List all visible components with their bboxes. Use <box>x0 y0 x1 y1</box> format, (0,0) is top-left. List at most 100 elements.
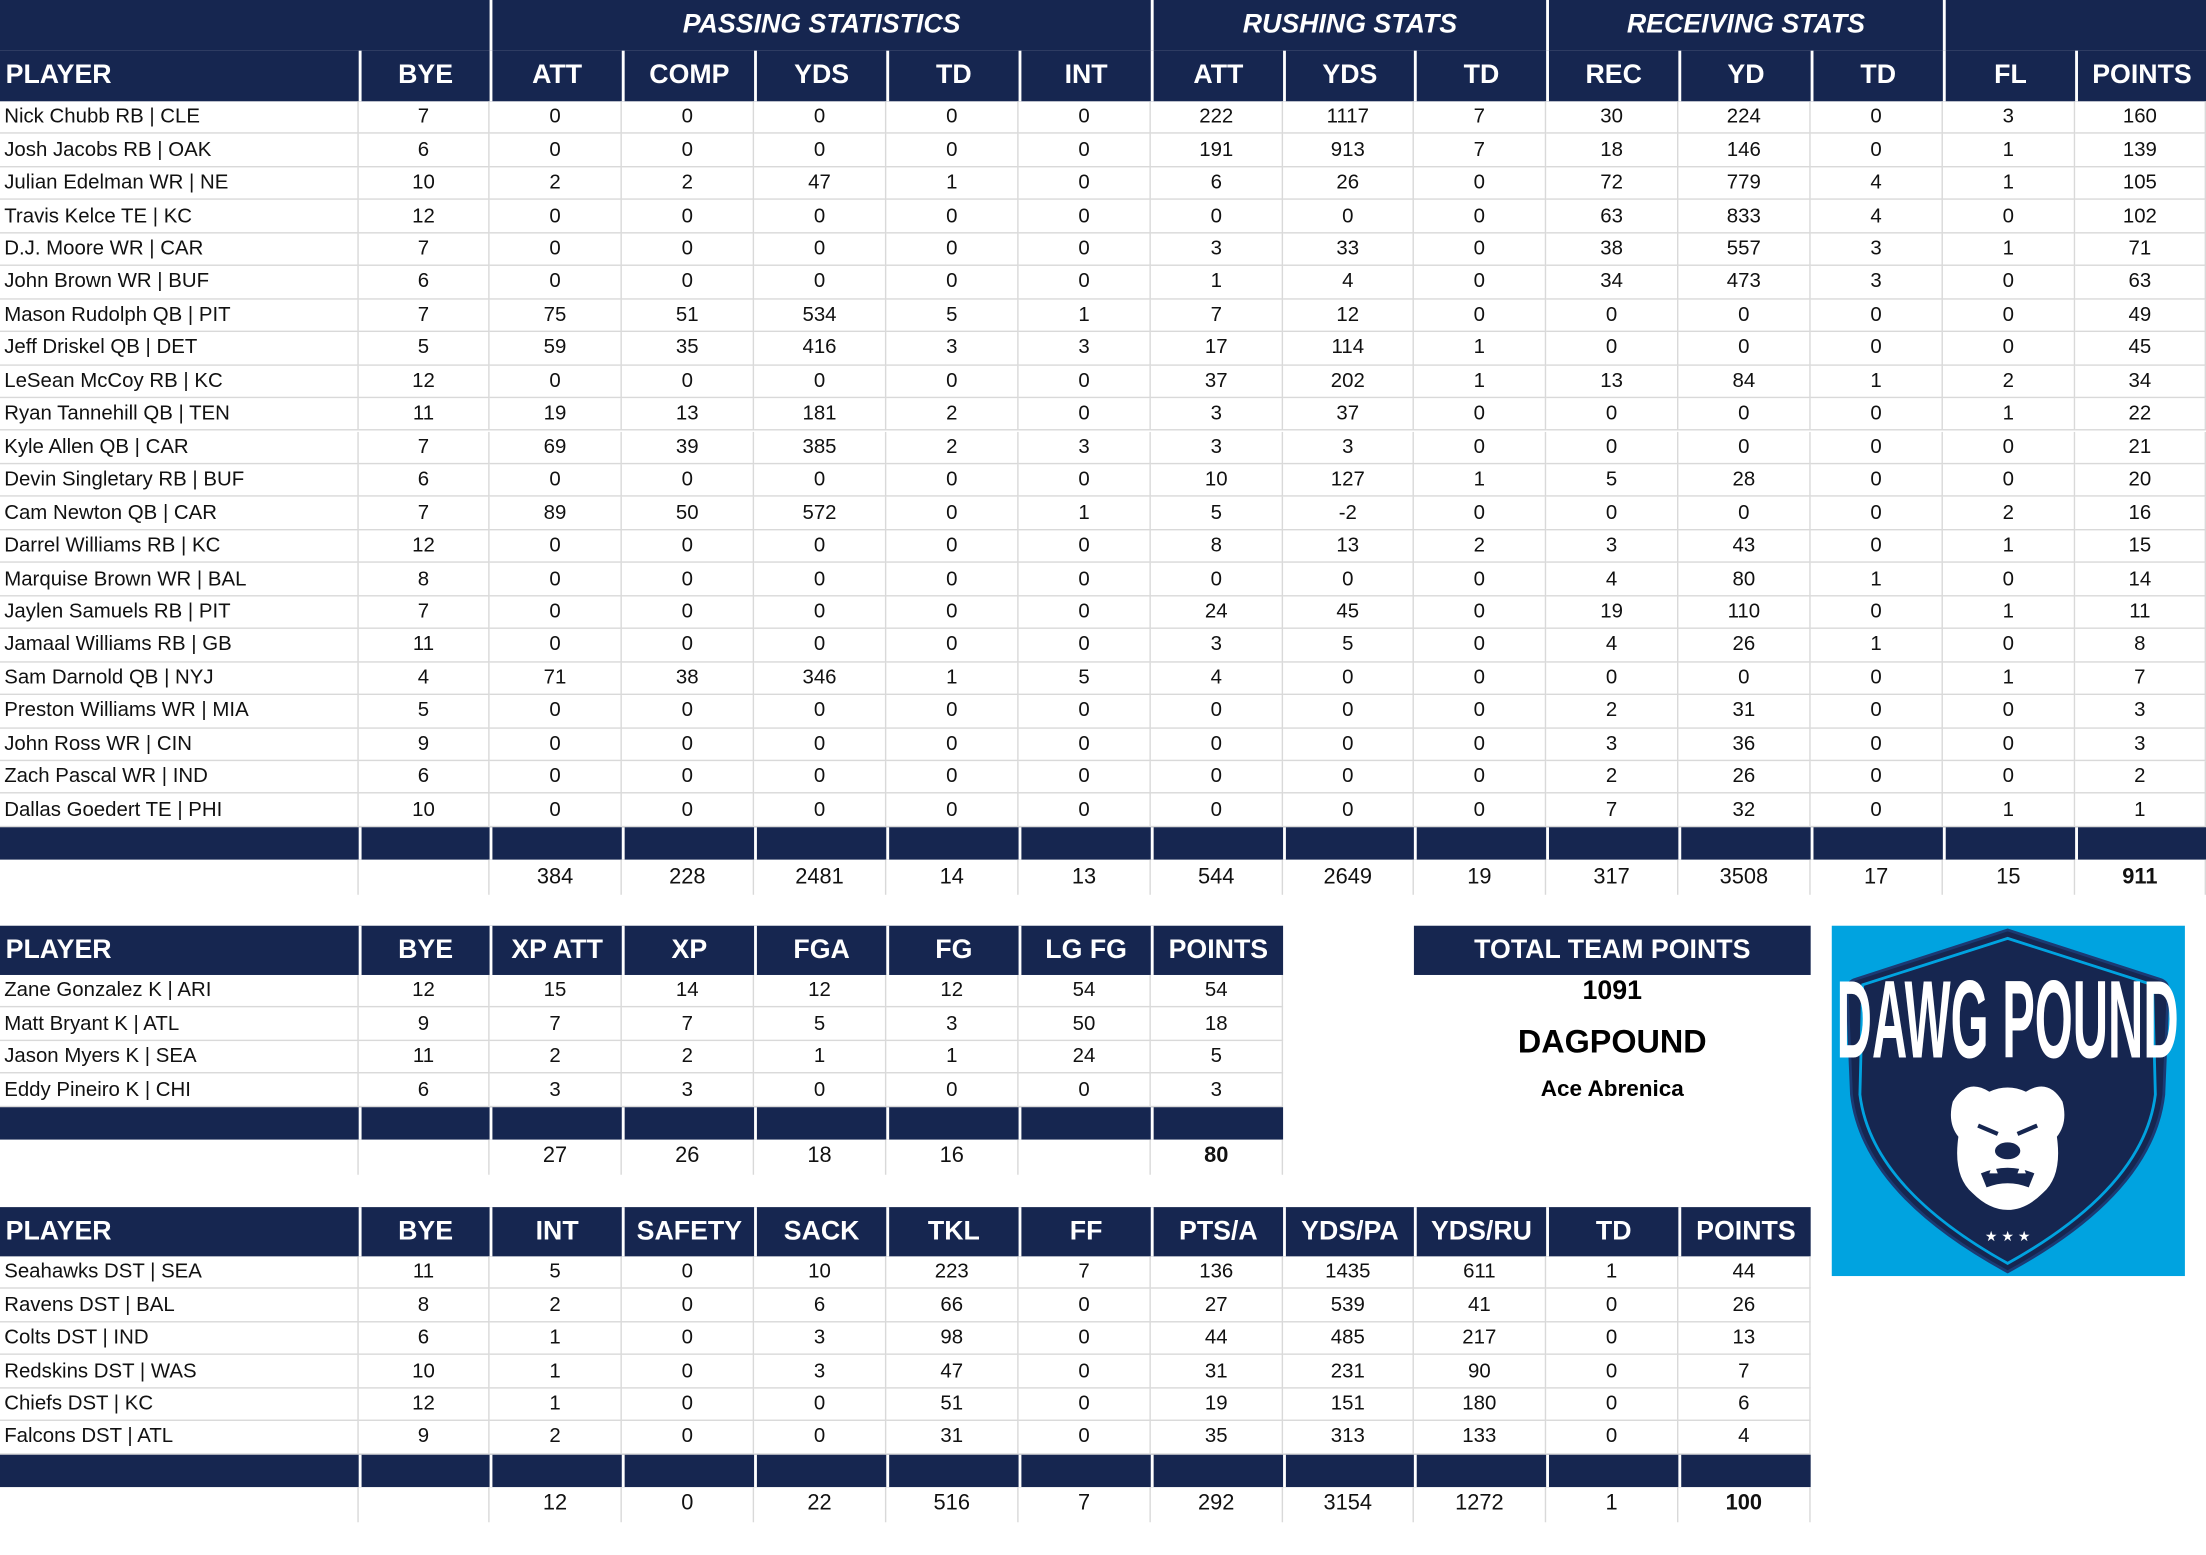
stat-cell-rec: 13 <box>1546 365 1679 399</box>
stat-cell-td: 0 <box>1810 596 1943 630</box>
separator-bar <box>886 1454 1019 1488</box>
stat-cell-td: 0 <box>886 695 1019 729</box>
stat-cell-pts-a: 27 <box>1150 1289 1284 1323</box>
separator-bar <box>1678 1454 1811 1488</box>
stat-cell-yd: 779 <box>1678 167 1811 201</box>
stat-cell-bye: 7 <box>358 101 490 135</box>
stat-cell-td: 0 <box>1810 299 1943 333</box>
stat-cell-fl: 1 <box>1942 530 2076 564</box>
stat-cell-pts-a: 136 <box>1150 1256 1284 1290</box>
stat-cell-yd: 0 <box>1678 299 1811 333</box>
stat-cell-td: 0 <box>1810 761 1943 795</box>
player-name-cell: Cam Newton QB | CAR <box>0 497 359 531</box>
stat-cell-att: 0 <box>489 794 622 828</box>
stat-cell-int: 2 <box>489 1421 622 1455</box>
player-name-cell: Dallas Goedert TE | PHI <box>0 794 359 828</box>
stat-cell-yds-ru: 90 <box>1413 1355 1547 1389</box>
stat-cell-bye: 6 <box>358 761 490 795</box>
stat-cell-points: 105 <box>2075 167 2206 201</box>
stat-cell-td: 0 <box>886 464 1019 498</box>
stat-cell-points: 20 <box>2075 464 2206 498</box>
stat-cell-bye: 11 <box>358 629 490 663</box>
stat-cell-fl: 0 <box>1942 695 2076 729</box>
stat-cell-bye: 10 <box>358 167 490 201</box>
separator-bar <box>358 1106 490 1140</box>
stat-cell-points: 2 <box>2075 761 2206 795</box>
column-header-points: POINTS <box>2075 50 2206 102</box>
stat-cell-att: 0 <box>489 200 622 234</box>
stat-cell-yds: 0 <box>1283 662 1414 696</box>
stat-cell-points: 71 <box>2075 233 2206 267</box>
stat-cell-yds: 346 <box>754 662 887 696</box>
stat-cell-yds: 13 <box>1283 530 1414 564</box>
stat-cell-yds: 0 <box>1283 728 1414 762</box>
group-header-passing: PASSING STATISTICS <box>489 0 1151 51</box>
separator-bar <box>1283 827 1414 861</box>
column-header-player: PLAYER <box>0 925 359 975</box>
stat-cell-tkl: 51 <box>886 1388 1019 1422</box>
separator-bar <box>489 1106 622 1140</box>
column-header-lg-fg: LG FG <box>1018 925 1151 975</box>
stat-cell-bye: 9 <box>358 1007 490 1041</box>
stat-cell-yds: 5 <box>1283 629 1414 663</box>
stat-cell-bye: 12 <box>358 530 490 564</box>
stat-cell-td: 1 <box>1810 629 1943 663</box>
stat-cell-sack: 10 <box>754 1256 887 1290</box>
stat-cell-points: 16 <box>2075 497 2206 531</box>
stat-cell-td: 0 <box>1413 596 1547 630</box>
stat-cell-bye: 11 <box>358 398 490 432</box>
stat-cell-bye: 6 <box>358 134 490 168</box>
player-name-cell: Jaylen Samuels RB | PIT <box>0 596 359 630</box>
stat-cell-yds: 12 <box>1283 299 1414 333</box>
column-header-bye: BYE <box>358 1207 490 1257</box>
stat-cell-int: 0 <box>1018 695 1151 729</box>
stat-cell-points: 7 <box>2075 662 2206 696</box>
column-header-fg: FG <box>886 925 1019 975</box>
stat-cell-int: 0 <box>1018 794 1151 828</box>
stat-cell-td: 2 <box>886 398 1019 432</box>
column-header-td: TD <box>1413 50 1547 102</box>
stat-cell-yds-pa: 485 <box>1283 1322 1414 1356</box>
stat-cell-yd: 0 <box>1678 431 1811 465</box>
stat-cell-att: 71 <box>489 662 622 696</box>
stat-cell-fl: 3 <box>1942 101 2076 135</box>
stat-cell-td: 0 <box>1546 1421 1679 1455</box>
stat-cell-int: 0 <box>1018 266 1151 300</box>
stat-cell-fl: 1 <box>1942 233 2076 267</box>
stat-cell-int: 0 <box>1018 233 1151 267</box>
stat-cell-bye: 7 <box>358 431 490 465</box>
stat-cell-yd: 32 <box>1678 794 1811 828</box>
stat-cell-yds: 0 <box>754 563 887 597</box>
player-name-cell: Jason Myers K | SEA <box>0 1040 359 1074</box>
stat-cell-int: 0 <box>1018 596 1151 630</box>
stat-cell-fga: 0 <box>754 1073 887 1107</box>
stat-cell-td: 0 <box>1413 695 1547 729</box>
separator-bar <box>754 1106 887 1140</box>
total-cell-bye <box>359 1139 490 1175</box>
stat-cell-yds-ru: 41 <box>1413 1289 1547 1323</box>
stat-cell-rec: 3 <box>1546 530 1679 564</box>
stat-cell-ff: 0 <box>1018 1388 1151 1422</box>
stat-cell-rec: 2 <box>1546 695 1679 729</box>
stat-cell-att: 89 <box>489 497 622 531</box>
group-header-rushing: RUSHING STATS <box>1150 0 1547 51</box>
separator-bar <box>754 827 887 861</box>
stat-cell-safety: 0 <box>621 1355 755 1389</box>
stat-cell-bye: 4 <box>358 662 490 696</box>
separator-bar <box>0 1106 359 1140</box>
stat-cell-yds-pa: 1435 <box>1283 1256 1414 1290</box>
stat-cell-td: 0 <box>886 530 1019 564</box>
stat-cell-td: 0 <box>1413 431 1547 465</box>
stat-cell-comp: 0 <box>621 464 755 498</box>
column-header-fl: FL <box>1942 50 2076 102</box>
stat-cell-int: 0 <box>1018 134 1151 168</box>
stat-cell-yds: 0 <box>754 365 887 399</box>
total-cell-points: 80 <box>1151 1139 1284 1175</box>
stat-cell-int: 0 <box>1018 101 1151 135</box>
separator-bar <box>1942 827 2076 861</box>
column-header-player: PLAYER <box>0 1207 359 1257</box>
stat-cell-ff: 0 <box>1018 1421 1151 1455</box>
stat-cell-td: 0 <box>1413 233 1547 267</box>
stat-cell-td: 0 <box>1413 200 1547 234</box>
player-name-cell: Josh Jacobs RB | OAK <box>0 134 359 168</box>
